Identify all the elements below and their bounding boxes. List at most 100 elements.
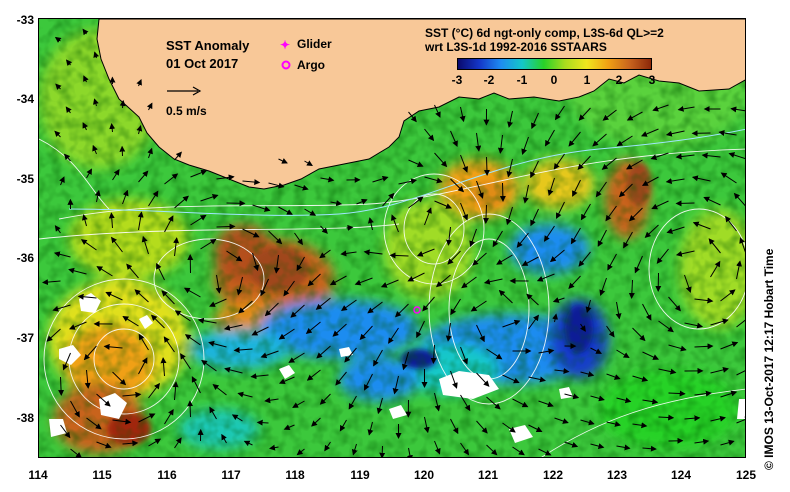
current-vector-arrow: [307, 273, 321, 287]
current-vector-arrow: [68, 267, 87, 275]
current-vector-arrow: [93, 51, 100, 59]
current-vector-arrow: [675, 200, 695, 207]
current-vector-arrow: [122, 440, 139, 447]
current-vector-arrow: [553, 153, 565, 170]
current-vector-arrow: [476, 180, 484, 199]
current-vector-arrow: [112, 371, 127, 386]
map-canvas: [39, 19, 745, 457]
current-vector-arrow: [728, 152, 745, 160]
current-vector-arrow: [238, 300, 253, 314]
current-vector-arrow: [536, 273, 555, 282]
current-vector-arrow: [346, 224, 354, 231]
current-vector-arrow: [736, 370, 745, 376]
current-vector-arrow: [580, 203, 591, 221]
current-vector-arrow: [294, 232, 303, 246]
current-vector-arrow: [53, 251, 71, 258]
current-vector-arrow: [174, 310, 191, 322]
current-vector-arrow: [212, 383, 227, 396]
current-vector-arrow: [486, 396, 501, 410]
current-vector-arrow: [476, 324, 485, 343]
current-vector-arrow: [315, 297, 331, 310]
current-vector-arrow: [538, 448, 552, 456]
current-vector-arrow: [278, 158, 288, 164]
current-vector-arrow: [260, 350, 279, 359]
current-vector-arrow: [141, 235, 149, 255]
current-vector-arrow: [304, 208, 317, 216]
current-vector-arrow: [512, 398, 529, 408]
lat-tick-label: -36: [16, 251, 34, 265]
current-vector-arrow: [568, 275, 581, 290]
current-vector-arrow: [372, 175, 389, 183]
current-vector-arrow: [319, 393, 331, 405]
current-vector-arrow: [96, 441, 112, 449]
current-vector-arrow: [319, 249, 331, 259]
current-vector-arrow: [55, 83, 62, 90]
lon-tick-label: 121: [477, 468, 499, 482]
current-vector-arrow: [163, 336, 175, 353]
current-vector-arrow: [505, 206, 513, 226]
lon-tick-label: 118: [285, 468, 305, 482]
current-vector-arrow: [268, 182, 285, 189]
current-vector-arrow: [626, 159, 643, 170]
current-vector-arrow: [216, 174, 235, 181]
current-vector-arrow: [65, 106, 72, 114]
current-vector-arrow: [292, 400, 305, 408]
current-vector-arrow: [172, 381, 179, 401]
current-vector-arrow: [718, 130, 737, 136]
current-vector-arrow: [364, 373, 373, 391]
current-vector-arrow: [568, 131, 581, 147]
current-vector-arrow: [354, 277, 373, 286]
current-vector-arrow: [739, 237, 745, 253]
current-vector-arrow: [502, 319, 521, 328]
current-vector-arrow: [320, 176, 335, 183]
current-vector-arrow: [572, 179, 581, 197]
current-vector-arrow: [373, 349, 383, 367]
current-vector-arrow: [675, 153, 695, 160]
current-vector-arrow: [320, 225, 328, 234]
current-vector-arrow: [618, 183, 633, 198]
current-vector-arrow: [174, 195, 189, 209]
colorbar-tick-label: -3: [451, 73, 463, 87]
current-vector-arrow: [209, 298, 227, 307]
current-vector-arrow: [164, 215, 174, 233]
current-vector-arrow: [668, 344, 687, 352]
current-vector-arrow: [422, 296, 435, 312]
current-vector-arrow: [450, 370, 458, 389]
current-vector-arrow: [538, 348, 555, 355]
current-vector-arrow: [80, 239, 97, 251]
current-vector-arrow: [460, 202, 469, 221]
current-vector-arrow: [606, 421, 621, 427]
credit-text: © IMOS 13-Oct-2017 12:17 Hobart Time: [762, 248, 776, 470]
current-vector-arrow: [684, 322, 704, 329]
current-vector-arrow: [606, 373, 621, 380]
current-vector-arrow: [215, 274, 222, 294]
current-vector-arrow: [147, 147, 153, 159]
current-vector-arrow: [497, 134, 504, 154]
argo-legend-icon: [281, 60, 291, 70]
current-vector-arrow: [367, 421, 374, 436]
current-vector-arrow: [434, 104, 441, 118]
current-vector-arrow: [264, 397, 279, 404]
current-vector-arrow: [450, 130, 458, 148]
current-vector-arrow: [595, 181, 607, 198]
current-vector-arrow: [564, 441, 579, 448]
current-vector-arrow: [507, 110, 514, 128]
lon-tick-label: 122: [542, 468, 564, 482]
current-vector-arrow: [288, 352, 305, 363]
current-vector-arrow: [191, 376, 201, 394]
current-vector-arrow: [450, 418, 459, 435]
current-vector-arrow: [720, 172, 737, 184]
current-vector-arrow: [460, 346, 468, 365]
current-vector-arrow: [283, 424, 295, 431]
current-vector-arrow: [430, 344, 437, 364]
current-vector-arrow: [459, 106, 466, 123]
current-vector-arrow: [684, 415, 701, 422]
current-vector-arrow: [180, 353, 191, 370]
current-vector-arrow: [486, 348, 503, 360]
current-vector-arrow: [221, 433, 227, 444]
current-vector-arrow: [486, 444, 498, 456]
current-vector-arrow: [150, 314, 165, 329]
anomaly-colorbar: [457, 58, 652, 70]
current-vector-arrow: [605, 205, 617, 222]
current-vector-arrow: [423, 416, 430, 434]
